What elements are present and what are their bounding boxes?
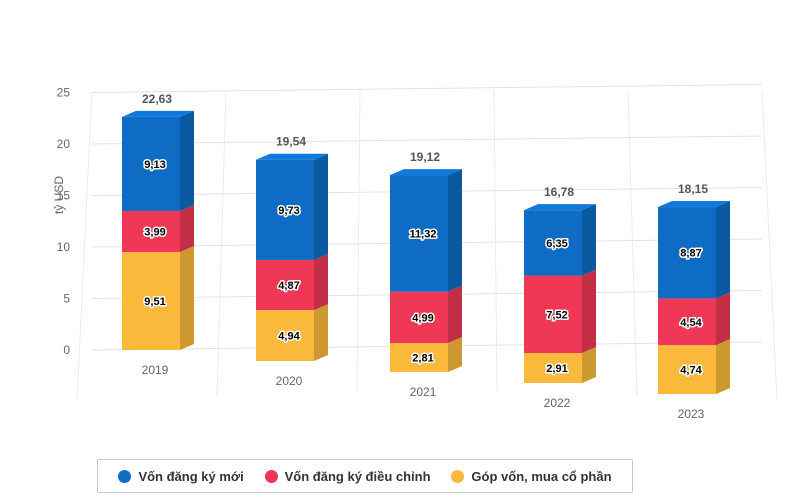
total-label-2021: 19,12	[410, 150, 440, 164]
data-label-2023-s2: 8,87	[680, 248, 701, 260]
bar-side-2019-s2	[180, 110, 194, 211]
total-label-2019: 22,63	[142, 92, 172, 106]
legend-item-adjusted-capital[interactable]: Vốn đăng ký điều chỉnh	[264, 468, 431, 484]
data-label-2021-s0: 2,81	[412, 353, 433, 365]
total-label-2023: 18,15	[678, 182, 708, 196]
bar-2021-s1	[390, 291, 448, 344]
bar-top-2022	[524, 204, 596, 211]
y-tick-15: 15	[57, 189, 71, 203]
bar-2019-s0	[122, 252, 180, 350]
bar-side-2019-s0	[180, 246, 194, 350]
legend-label-share-purchase: Góp vốn, mua cổ phần	[471, 468, 612, 484]
bar-side-2022-s2	[582, 204, 596, 276]
bar-top-2020	[256, 153, 328, 160]
bar-2023-s1	[658, 298, 716, 346]
y-tick-0: 0	[63, 343, 70, 357]
bar-side-2022-s1	[582, 269, 596, 354]
bar-top-2019	[122, 110, 194, 117]
legend-item-share-purchase[interactable]: Góp vốn, mua cổ phần	[451, 468, 612, 484]
data-label-2019-s2: 9,13	[144, 159, 165, 171]
x-tick-2021: 2021	[410, 385, 437, 399]
gridline-y-25	[91, 84, 763, 93]
data-label-2019-s1: 3,99	[144, 226, 165, 238]
gridline-x-0	[76, 90, 93, 401]
data-label-2019-s0: 9,51	[144, 296, 165, 308]
gridline-x-4	[627, 90, 638, 397]
bar-side-2021-s1	[448, 285, 462, 344]
legend-marker-new-capital	[118, 469, 132, 483]
gridline-x-1	[216, 90, 227, 397]
data-label-2023-s0: 4,74	[680, 365, 702, 377]
bar-2021-s0	[390, 343, 448, 372]
data-label-2020-s1: 4,87	[278, 280, 299, 292]
data-label-2022-s2: 6,35	[546, 238, 567, 250]
bar-side-2020-s0	[314, 304, 328, 361]
chart-plot: 0 5 10 15 20 25 tỷ USD 9,51 3,99 9,13 22,63 2019 4,9…	[52, 84, 778, 421]
bar-side-2020-s2	[314, 153, 328, 260]
bar-side-2023-s2	[716, 201, 730, 299]
total-label-2022: 16,78	[544, 185, 574, 199]
data-label-2022-s0: 2,91	[546, 363, 567, 375]
bar-side-2020-s1	[314, 253, 328, 311]
legend-marker-adjusted-capital	[264, 469, 278, 483]
gridline-y-20	[91, 135, 763, 145]
bar-2022-s1	[524, 275, 582, 354]
x-tick-2020: 2020	[276, 374, 303, 388]
x-tick-2022: 2022	[544, 396, 571, 410]
bar-top-2023	[658, 201, 730, 208]
y-tick-10: 10	[57, 240, 71, 254]
bar-2019-s2	[122, 116, 180, 211]
data-label-2020-s0: 4,94	[278, 331, 300, 343]
bar-side-2021-s2	[448, 169, 462, 292]
y-tick-20: 20	[57, 137, 71, 151]
y-tick-5: 5	[63, 292, 70, 306]
chart-legend: Vốn đăng ký mới Vốn đăng ký điều chỉnh G…	[97, 459, 633, 493]
x-tick-2019: 2019	[142, 363, 169, 377]
bar-2020-s1	[256, 259, 314, 311]
data-label-2021-s1: 4,99	[412, 312, 433, 324]
bar-side-2023-s0	[716, 339, 730, 394]
legend-label-adjusted-capital: Vốn đăng ký điều chỉnh	[284, 468, 431, 484]
bar-2022-s2	[524, 210, 582, 276]
y-tick-25: 25	[57, 86, 71, 100]
legend-label-new-capital: Vốn đăng ký mới	[138, 468, 244, 484]
data-label-2020-s2: 9,73	[278, 205, 299, 217]
bar-side-2021-s0	[448, 337, 462, 372]
gridline-x-3	[493, 90, 498, 393]
bar-2020-s0	[256, 310, 314, 361]
bar-side-2022-s0	[582, 347, 596, 383]
bar-2022-s0	[524, 353, 582, 383]
total-label-2020: 19,54	[276, 135, 306, 149]
gridline-x-5	[761, 90, 778, 401]
legend-item-new-capital[interactable]: Vốn đăng ký mới	[118, 468, 244, 484]
data-label-2022-s1: 7,52	[546, 309, 567, 321]
bar-2023-s0	[658, 345, 716, 394]
data-label-2023-s1: 4,54	[680, 317, 702, 329]
data-label-2021-s2: 11,32	[410, 228, 437, 240]
bar-2021-s2	[390, 175, 448, 292]
bar-top-2021	[390, 169, 462, 176]
bar-side-2023-s1	[716, 292, 730, 346]
gridline-x-2	[356, 90, 361, 393]
y-axis-title: tỷ USD	[52, 176, 66, 214]
bar-side-2019-s1	[180, 204, 194, 253]
bar-2023-s2	[658, 207, 716, 299]
bar-2020-s2	[256, 159, 314, 260]
x-tick-2023: 2023	[678, 407, 705, 421]
bar-2019-s1	[122, 210, 180, 253]
legend-marker-share-purchase	[451, 469, 465, 483]
